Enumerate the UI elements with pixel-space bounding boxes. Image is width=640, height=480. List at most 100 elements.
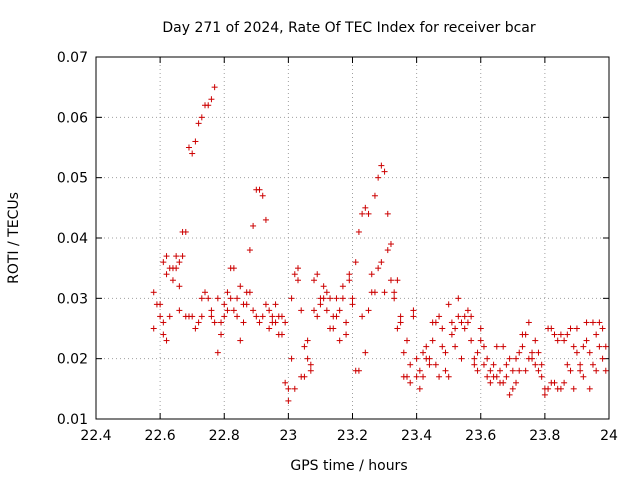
data-point	[455, 313, 462, 320]
data-point	[214, 349, 221, 356]
data-point	[548, 325, 555, 332]
data-point	[343, 331, 350, 338]
x-axis-label: GPS time / hours	[290, 458, 407, 474]
data-point	[327, 295, 334, 302]
gridlines	[96, 57, 609, 419]
data-point	[195, 319, 202, 326]
data-point	[205, 295, 212, 302]
data-point	[362, 204, 369, 211]
data-point	[535, 367, 542, 374]
data-point	[234, 295, 241, 302]
data-point	[455, 295, 462, 302]
data-point	[301, 343, 308, 350]
data-point	[336, 307, 343, 314]
data-point	[461, 325, 468, 332]
data-point	[561, 379, 568, 386]
x-tick-label: 22.4	[80, 428, 111, 444]
data-point	[394, 325, 401, 332]
data-point	[291, 385, 298, 392]
data-point	[246, 289, 253, 296]
data-point	[561, 337, 568, 344]
data-point	[381, 168, 388, 175]
data-point	[166, 313, 173, 320]
data-point	[189, 313, 196, 320]
data-point	[442, 367, 449, 374]
data-point	[314, 313, 321, 320]
data-point	[404, 337, 411, 344]
data-point	[266, 325, 273, 332]
data-point	[349, 295, 356, 302]
data-point	[211, 84, 218, 91]
data-point	[500, 379, 507, 386]
data-point	[355, 228, 362, 235]
data-point	[384, 247, 391, 254]
data-point	[420, 349, 427, 356]
data-point	[426, 361, 433, 368]
data-point	[214, 295, 221, 302]
data-point	[339, 283, 346, 290]
data-point	[195, 120, 202, 127]
data-point	[410, 313, 417, 320]
data-point	[192, 325, 199, 332]
data-point	[500, 343, 507, 350]
data-point	[503, 361, 510, 368]
data-point	[551, 379, 558, 386]
x-tick-label: 23.4	[401, 428, 432, 444]
data-point	[381, 289, 388, 296]
data-point	[413, 373, 420, 380]
data-point	[359, 210, 366, 217]
data-point	[371, 192, 378, 199]
data-point	[179, 253, 186, 260]
data-point	[224, 307, 231, 314]
y-tick-label: 0.04	[57, 231, 88, 247]
data-point	[365, 210, 372, 217]
data-point	[464, 307, 471, 314]
data-point	[282, 319, 289, 326]
data-point	[532, 337, 539, 344]
data-point	[218, 319, 225, 326]
data-point	[516, 367, 523, 374]
data-point	[262, 301, 269, 308]
data-point	[250, 307, 257, 314]
data-point	[294, 265, 301, 272]
data-point	[368, 271, 375, 278]
data-point	[378, 162, 385, 169]
data-point	[580, 343, 587, 350]
data-point	[230, 265, 237, 272]
data-point	[230, 307, 237, 314]
data-point	[589, 361, 596, 368]
data-point	[256, 186, 263, 193]
data-point	[163, 337, 170, 344]
data-point	[160, 319, 167, 326]
data-point	[346, 271, 353, 278]
y-tick-label: 0.01	[57, 412, 88, 428]
data-point	[477, 325, 484, 332]
data-point	[317, 301, 324, 308]
data-point	[593, 331, 600, 338]
data-point	[522, 367, 529, 374]
data-point	[439, 343, 446, 350]
data-point	[298, 307, 305, 314]
data-point	[371, 289, 378, 296]
data-point	[490, 361, 497, 368]
data-point	[599, 325, 606, 332]
data-point	[577, 361, 584, 368]
data-point	[589, 319, 596, 326]
data-point	[259, 313, 266, 320]
data-point	[346, 277, 353, 284]
data-point	[538, 361, 545, 368]
data-point	[160, 259, 167, 266]
chart-title: Day 271 of 2024, Rate Of TEC Index for r…	[162, 20, 536, 36]
y-axis-label: ROTI / TECUs	[6, 192, 22, 284]
data-point	[365, 307, 372, 314]
data-point	[343, 319, 350, 326]
data-point	[272, 301, 279, 308]
data-point	[266, 307, 273, 314]
data-point	[496, 367, 503, 374]
x-tick-label: 23.6	[465, 428, 496, 444]
data-point	[564, 331, 571, 338]
data-point	[545, 385, 552, 392]
data-point	[333, 295, 340, 302]
data-point	[311, 307, 318, 314]
